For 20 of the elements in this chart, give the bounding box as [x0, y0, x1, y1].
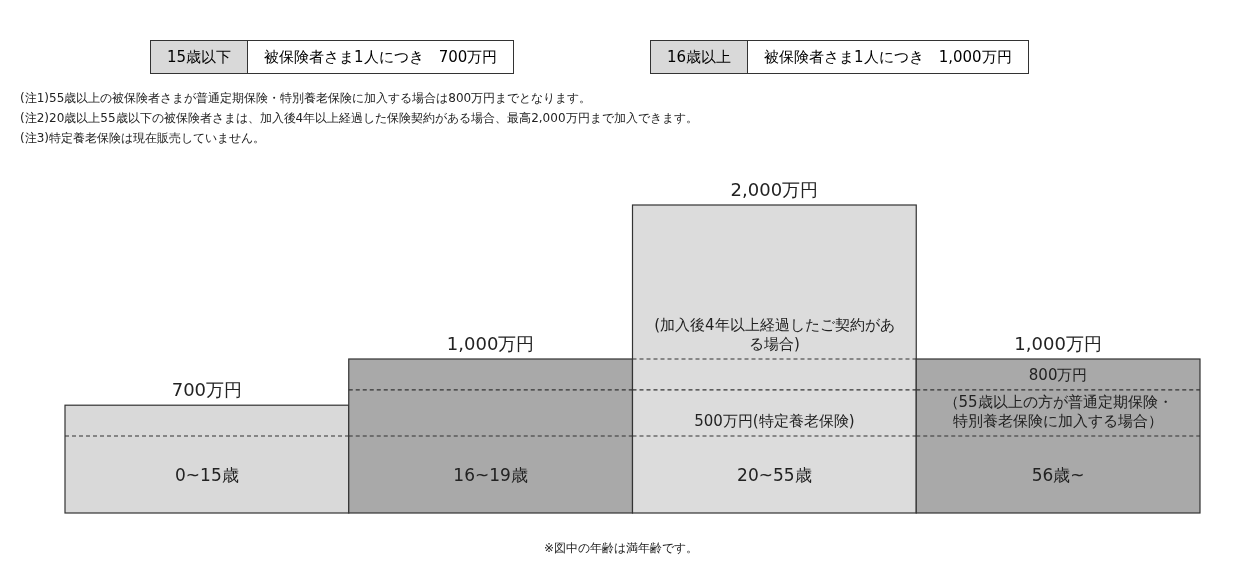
data-label: 1,000万円 — [446, 333, 535, 354]
x-tick-label: 56歳~ — [1031, 464, 1085, 485]
data-label: 1,000万円 — [1014, 333, 1102, 354]
x-tick-label: 20~55歳 — [737, 464, 812, 485]
annotation: 500万円(特定養老保険) — [693, 412, 856, 431]
annotation: （55歳以上の方が普通定期保険・特別養老保険に加入する場合） — [942, 393, 1174, 431]
text: 16歳以上 — [651, 41, 749, 73]
data-label: 2,000万円 — [730, 179, 819, 200]
text: (注1)55歳以上の被保険者さまが普通定期保険・特別養老保険に加入する場合は800万円までとなります。 — [20, 90, 592, 107]
x-tick-label: 0~15歳 — [175, 464, 239, 485]
text: (注3)特定養老保険は現在販売していません。 — [20, 130, 265, 147]
text: 被保険者さま1人につき 1,000万円 — [763, 46, 1013, 68]
data-label: 700万円 — [171, 379, 243, 401]
text: 15歳以下 — [151, 41, 249, 73]
text: ※図中の年齢は満年齢です。 — [542, 540, 700, 557]
text: (注2)20歳以上55歳以下の被保険者さまは、加入後4年以上経過した保険契約がある場合、最高2,000万円まで加入できます。 — [20, 110, 698, 127]
annotation: 800万円 — [1027, 365, 1089, 385]
text: 被保険者さま1人につき 700万円 — [263, 46, 499, 68]
annotation: (加入後4年以上経過したご契約がある場合) — [653, 316, 896, 354]
x-tick-label: 16~19歳 — [453, 464, 528, 485]
